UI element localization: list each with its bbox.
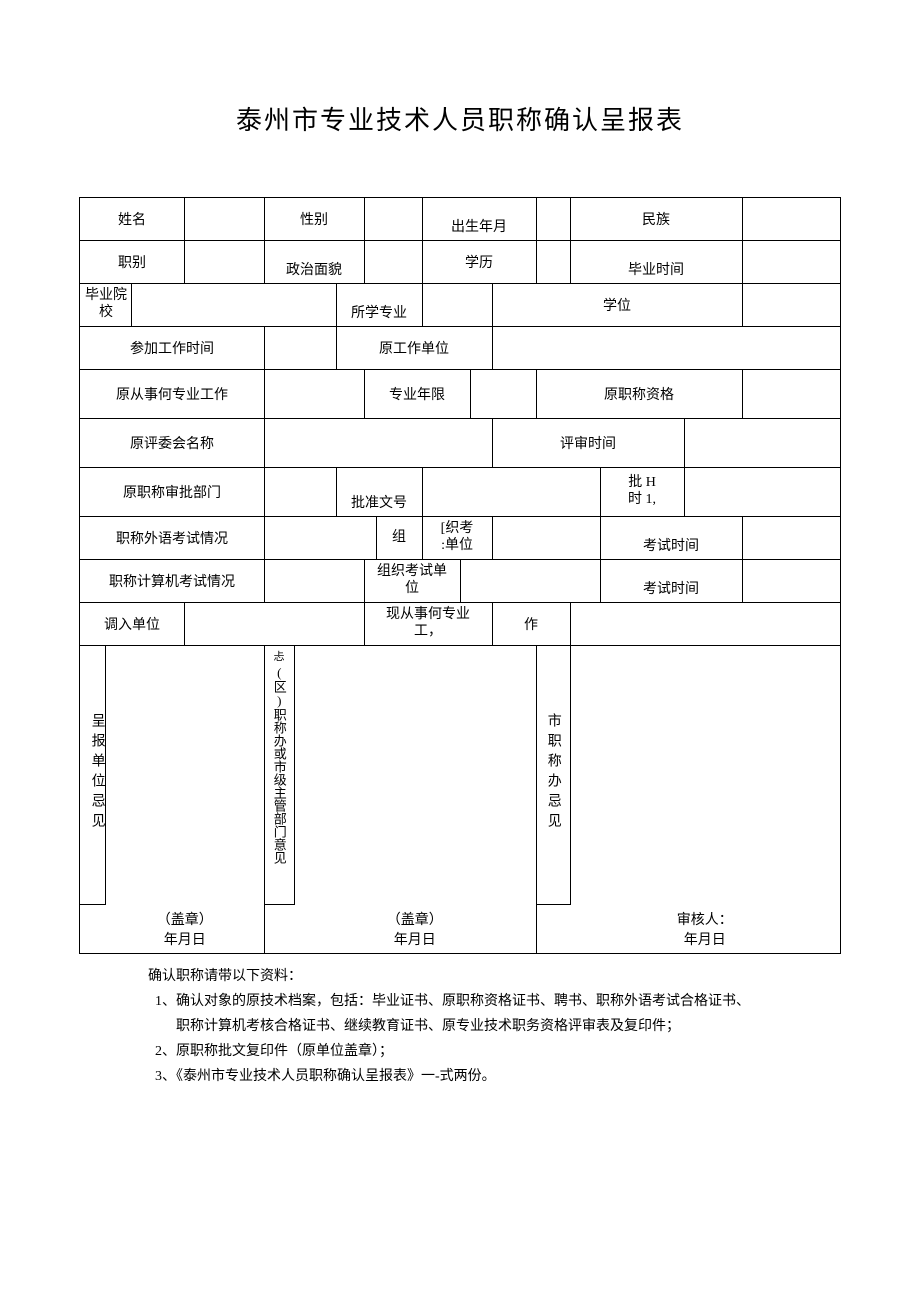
date-3: 年月日: [574, 929, 836, 949]
date-2: 年月日: [394, 933, 436, 948]
field-orig-approval-dept: [264, 468, 336, 517]
stamp-2: （盖章）: [387, 913, 443, 928]
label-org-exam-unit: [织考 :单位: [422, 517, 492, 560]
notes-section: 确认职称请带以下资料： 1、确认对象的原技术档案，包括：毕业证书、原职称资格证书…: [120, 964, 800, 1090]
label-work-start: 参加工作时间: [80, 327, 264, 370]
label-approval-doc-no: 批准文号: [336, 468, 422, 517]
field-name: [184, 198, 264, 241]
stamp-block-2: （盖章） 年月日: [294, 905, 536, 954]
label-current-work: 现从事何专业 工，: [364, 603, 492, 646]
label-lang-exam-time: 考试时间: [600, 517, 742, 560]
label-orig-approval-dept: 原职称审批部门: [80, 468, 264, 517]
field-lang-exam-time: [742, 517, 840, 560]
field-pro-years: [470, 370, 536, 419]
field-school: [132, 284, 336, 327]
label-education: 学历: [422, 241, 536, 284]
field-birth: [536, 198, 570, 241]
label-birth: 出生年月: [422, 198, 536, 241]
label-lang-exam: 职称外语考试情况: [80, 517, 264, 560]
field-gender: [364, 198, 422, 241]
label-city-opinion: 市职称办忌见: [536, 646, 570, 905]
field-grad-time: [742, 241, 840, 284]
field-degree: [742, 284, 840, 327]
notes-item-2: 2、原职称批文复印件（原单位盖章）；: [120, 1039, 800, 1064]
field-education: [536, 241, 570, 284]
label-transfer-unit: 调入单位: [80, 603, 184, 646]
label-major: 所学专业: [336, 284, 422, 327]
label-degree: 学位: [492, 284, 742, 327]
stamp-spacer-2: [264, 905, 294, 954]
notes-intro: 确认职称请带以下资料：: [120, 964, 800, 989]
field-approval-doc-no: [422, 468, 600, 517]
field-politics: [364, 241, 422, 284]
field-computer-exam: [264, 560, 364, 603]
label-orig-work-unit: 原工作单位: [336, 327, 492, 370]
notes-item-3: 3、《泰州市专业技术人员职称确认呈报表》一-式两份。: [120, 1064, 800, 1089]
notes-item-1b: 职称计算机考核合格证书、继续教育证书、原专业技术职务资格评审表及复印件；: [120, 1014, 800, 1039]
field-work-start: [264, 327, 336, 370]
stamp-spacer-3: [536, 905, 570, 954]
field-district-opinion: [294, 646, 536, 905]
label-politics: 政治面貌: [264, 241, 364, 284]
field-submit-opinion: [106, 646, 264, 905]
notes-item-1a: 1、确认对象的原技术档案，包括：毕业证书、原职称资格证书、聘书、职称外语考试合格…: [120, 989, 800, 1014]
stamp-block-1: （盖章） 年月日: [106, 905, 264, 954]
label-orig-title-qual: 原职称资格: [536, 370, 742, 419]
field-major: [422, 284, 492, 327]
label-comp-org-unit: 组织考试单 位: [364, 560, 460, 603]
label-grad-time: 毕业时间: [570, 241, 742, 284]
application-form-table: 姓名 性别 出生年月 民族 职别 政治面貌 学历 毕业时间 毕业院校 所学专业 …: [79, 197, 840, 954]
label-district-opinion: 忐 (区)职称办或市级主管部门意见: [264, 646, 294, 905]
field-review-time: [684, 419, 840, 468]
page-title: 泰州市专业技术人员职称确认呈报表: [0, 100, 920, 137]
field-lang-org-unit: [492, 517, 600, 560]
label-org1: 组: [376, 517, 422, 560]
district-top-char: 忐: [274, 651, 285, 663]
label-submit-opinion: 呈报单位忌见: [80, 646, 106, 905]
label-school: 毕业院校: [80, 284, 132, 327]
label-job-category: 职别: [80, 241, 184, 284]
label-approval-time: 批 H 时 1,: [600, 468, 684, 517]
field-city-opinion: [570, 646, 840, 905]
date-1: 年月日: [164, 933, 206, 948]
field-comp-org-unit: [460, 560, 600, 603]
stamp-spacer-1: [80, 905, 106, 954]
field-orig-pro-work: [264, 370, 364, 419]
stamp-1: （盖章）: [157, 913, 213, 928]
label-name: 姓名: [80, 198, 184, 241]
stamp-block-3: 审核人： 年月日: [570, 905, 840, 954]
field-job-category: [184, 241, 264, 284]
field-approval-time: [684, 468, 840, 517]
field-orig-title-qual: [742, 370, 840, 419]
field-lang-exam: [264, 517, 376, 560]
label-comp-exam-time: 考试时间: [600, 560, 742, 603]
label-review-time: 评审时间: [492, 419, 684, 468]
field-orig-committee: [264, 419, 492, 468]
field-comp-exam-time: [742, 560, 840, 603]
approval-time1: 时 1,: [628, 492, 656, 507]
label-orig-committee: 原评委会名称: [80, 419, 264, 468]
label-computer-exam: 职称计算机考试情况: [80, 560, 264, 603]
field-orig-work-unit: [492, 327, 840, 370]
label-ethnicity: 民族: [570, 198, 742, 241]
reviewer-label: 审核人：: [677, 913, 733, 928]
field-current-work: [570, 603, 840, 646]
label-current-work-zuo: 作: [492, 603, 570, 646]
label-gender: 性别: [264, 198, 364, 241]
label-pro-years: 专业年限: [364, 370, 470, 419]
field-transfer-unit: [184, 603, 364, 646]
label-orig-pro-work: 原从事何专业工作: [80, 370, 264, 419]
approval-h: 批 H: [628, 475, 656, 490]
field-ethnicity: [742, 198, 840, 241]
